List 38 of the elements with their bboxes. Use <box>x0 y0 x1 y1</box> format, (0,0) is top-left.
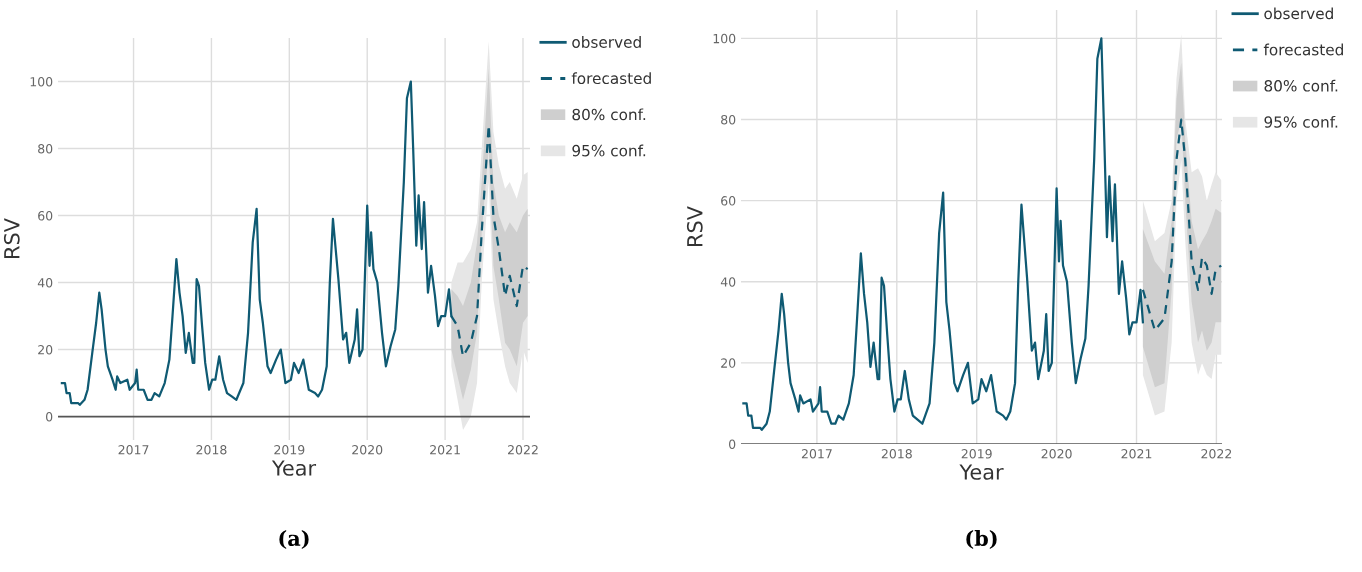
legend-label: forecasted <box>1263 43 1343 56</box>
y-tick-label: 0 <box>46 412 53 422</box>
y-tick-label: 100 <box>713 33 736 44</box>
legend-label: observed <box>572 36 641 48</box>
y-tick-label: 20 <box>721 358 736 368</box>
y-tick-label: 60 <box>38 211 53 221</box>
x-tick-label: 2019 <box>961 449 992 459</box>
x-tick-label: 2018 <box>881 449 912 459</box>
x-tick-label: 2017 <box>801 449 832 459</box>
y-tick-label: 80 <box>38 144 53 154</box>
x-tick-label: 2021 <box>1121 449 1152 459</box>
x-tick-label: 2020 <box>352 445 383 455</box>
x-tick-label: 2018 <box>196 445 227 455</box>
x-tick-label: 2022 <box>508 445 538 455</box>
legend-label: 80% conf. <box>572 108 646 121</box>
text: (a) <box>279 529 309 549</box>
legend-label: 80% conf. <box>1264 79 1338 92</box>
text: (b) <box>966 529 997 549</box>
y-tick-label: 20 <box>38 345 53 355</box>
y-tick-label: 40 <box>720 277 736 287</box>
y-tick-label: 80 <box>721 114 736 125</box>
y-tick-label: 0 <box>729 439 736 449</box>
y-tick-label: 60 <box>721 196 736 206</box>
x-axis-title: Year <box>271 460 317 476</box>
legend-label: observed <box>1264 7 1333 20</box>
x-tick-label: 2017 <box>118 445 149 455</box>
y-tick-label: 40 <box>37 278 53 288</box>
x-tick-label: 2020 <box>1041 449 1072 459</box>
y-axis-title: RSV <box>686 206 703 246</box>
x-axis-title: Year <box>959 464 1004 480</box>
x-tick-label: 2019 <box>274 445 305 455</box>
y-axis-title: RSV <box>3 218 20 258</box>
y-tick-label: 100 <box>30 77 53 87</box>
legend-label: forecasted <box>571 72 651 85</box>
legend-label: 95% conf. <box>572 144 646 157</box>
legend-label: 95% conf. <box>1264 115 1338 128</box>
x-tick-label: 2022 <box>1201 449 1232 459</box>
x-tick-label: 2021 <box>430 445 460 455</box>
